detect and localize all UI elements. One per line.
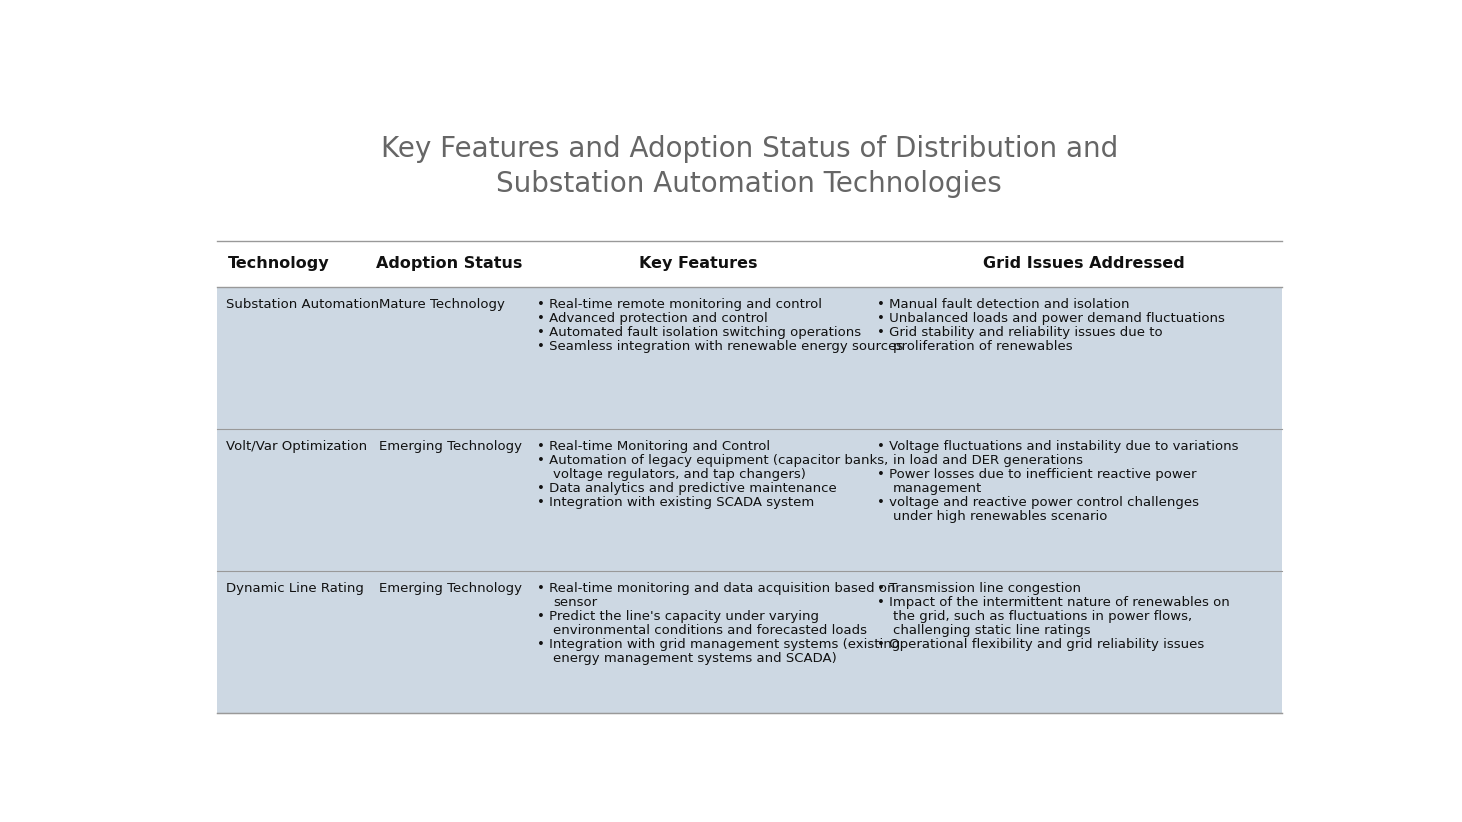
Text: • Real-time remote monitoring and control: • Real-time remote monitoring and contro… [538, 298, 823, 311]
Text: voltage regulators, and tap changers): voltage regulators, and tap changers) [553, 468, 806, 481]
Text: • Voltage fluctuations and instability due to variations: • Voltage fluctuations and instability d… [877, 440, 1238, 453]
Text: • voltage and reactive power control challenges: • voltage and reactive power control cha… [877, 496, 1199, 509]
Text: under high renewables scenario: under high renewables scenario [893, 510, 1108, 523]
Text: sensor: sensor [553, 596, 598, 609]
Text: management: management [893, 482, 982, 495]
Text: energy management systems and SCADA): energy management systems and SCADA) [553, 652, 838, 665]
Text: • Integration with grid management systems (existing: • Integration with grid management syste… [538, 638, 901, 651]
Text: • Impact of the intermittent nature of renewables on: • Impact of the intermittent nature of r… [877, 596, 1230, 609]
Text: in load and DER generations: in load and DER generations [893, 454, 1083, 467]
Text: Emerging Technology: Emerging Technology [379, 582, 522, 595]
Text: • Manual fault detection and isolation: • Manual fault detection and isolation [877, 298, 1130, 311]
Text: challenging static line ratings: challenging static line ratings [893, 624, 1091, 637]
Text: • Predict the line's capacity under varying: • Predict the line's capacity under vary… [538, 610, 819, 623]
Text: Adoption Status: Adoption Status [376, 256, 522, 271]
Text: • Grid stability and reliability issues due to: • Grid stability and reliability issues … [877, 326, 1162, 339]
Bar [216, 570, 1282, 713]
Text: • Transmission line congestion: • Transmission line congestion [877, 582, 1082, 595]
Text: Substation Automation: Substation Automation [225, 298, 379, 311]
Text: • Automation of legacy equipment (capacitor banks,: • Automation of legacy equipment (capaci… [538, 454, 889, 467]
Text: • Automated fault isolation switching operations: • Automated fault isolation switching op… [538, 326, 861, 339]
Text: • Power losses due to inefficient reactive power: • Power losses due to inefficient reacti… [877, 468, 1197, 481]
Text: Grid Issues Addressed: Grid Issues Addressed [982, 256, 1184, 271]
Text: • Real-time Monitoring and Control: • Real-time Monitoring and Control [538, 440, 770, 453]
Bar [216, 287, 1282, 428]
Text: Mature Technology: Mature Technology [379, 298, 504, 311]
Text: proliferation of renewables: proliferation of renewables [893, 339, 1073, 353]
Text: • Seamless integration with renewable energy sources: • Seamless integration with renewable en… [538, 339, 904, 353]
Text: • Integration with existing SCADA system: • Integration with existing SCADA system [538, 496, 814, 509]
Text: • Operational flexibility and grid reliability issues: • Operational flexibility and grid relia… [877, 638, 1205, 651]
Text: • Real-time monitoring and data acquisition based on: • Real-time monitoring and data acquisit… [538, 582, 896, 595]
Text: Key Features: Key Features [639, 256, 757, 271]
Text: • Data analytics and predictive maintenance: • Data analytics and predictive maintena… [538, 482, 838, 495]
Text: the grid, such as fluctuations in power flows,: the grid, such as fluctuations in power … [893, 610, 1193, 623]
Text: • Advanced protection and control: • Advanced protection and control [538, 312, 768, 325]
Text: Volt/Var Optimization: Volt/Var Optimization [225, 440, 367, 453]
Text: Dynamic Line Rating: Dynamic Line Rating [225, 582, 364, 595]
Bar [216, 241, 1282, 287]
Text: • Unbalanced loads and power demand fluctuations: • Unbalanced loads and power demand fluc… [877, 312, 1225, 325]
Text: Emerging Technology: Emerging Technology [379, 440, 522, 453]
Text: Key Features and Adoption Status of Distribution and: Key Features and Adoption Status of Dist… [380, 136, 1118, 164]
Bar [216, 428, 1282, 570]
Text: Substation Automation Technologies: Substation Automation Technologies [497, 170, 1001, 198]
Text: Technology: Technology [228, 256, 330, 271]
Text: environmental conditions and forecasted loads: environmental conditions and forecasted … [553, 624, 867, 637]
